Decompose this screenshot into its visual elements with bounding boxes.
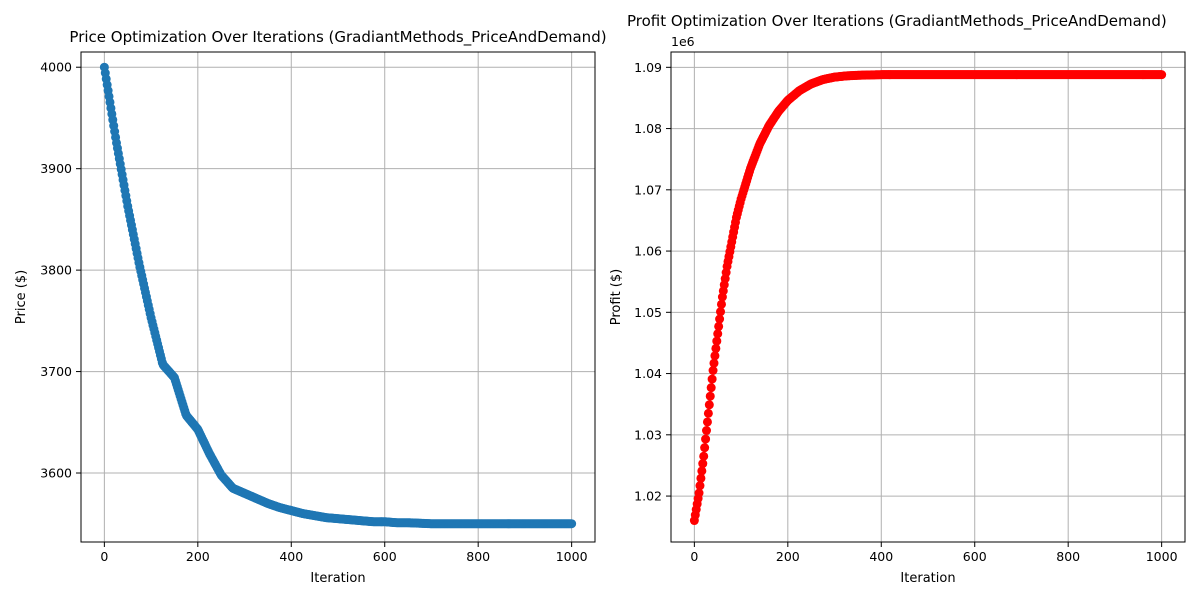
- profit-y-tick-label: 1.07: [634, 182, 662, 197]
- profit-x-tick-label: 600: [963, 549, 987, 564]
- price-x-tick-label: 800: [466, 549, 490, 564]
- profit-x-tick-label: 1000: [1146, 549, 1178, 564]
- price-y-tick-label: 3900: [40, 161, 72, 176]
- price-x-tick-label: 400: [279, 549, 303, 564]
- price-y-tick-label: 4000: [40, 60, 72, 75]
- profit-y-tick-label: 1.06: [634, 244, 662, 259]
- price-x-tick-label: 600: [373, 549, 397, 564]
- profit-data-point: [702, 417, 712, 427]
- profit-data-point: [706, 383, 716, 393]
- profit-y-tick-label: 1.09: [634, 60, 662, 75]
- profit-data-point: [713, 329, 723, 339]
- profit-data-point: [703, 408, 713, 418]
- price-x-tick-label: 200: [186, 549, 210, 564]
- profit-y-tick-label: 1.03: [634, 427, 662, 442]
- profit-x-tick-label: 800: [1056, 549, 1080, 564]
- profit-chart: 0 200 400 600 800 1000 1.021.031.041.051.061.…: [609, 12, 1186, 586]
- price-x-ticks: 0 200 400 600 800 1000: [100, 542, 588, 564]
- price-y-tick-label: 3600: [40, 466, 72, 481]
- profit-data-point: [709, 358, 719, 368]
- profit-data-point: [697, 466, 707, 476]
- profit-data-point: [700, 443, 710, 453]
- profit-data-point: [716, 299, 726, 309]
- profit-y-ticks: 1.02 1.03 1.04 1.05 1.06 1.07 1.08 1.09: [634, 60, 671, 504]
- profit-data-point: [704, 400, 714, 410]
- profit-y-tick-label: 1.04: [634, 366, 662, 381]
- price-y-ticks: 3600 3700 3800 3900 4000: [40, 60, 81, 481]
- profit-data-point: [708, 366, 718, 375]
- price-y-tick-label: 3800: [40, 263, 72, 278]
- profit-data-point: [711, 343, 721, 353]
- profit-data-point: [716, 307, 726, 317]
- profit-chart-title: Profit Optimization Over Iterations (Gra…: [627, 12, 1167, 31]
- price-plot-frame: [80, 51, 596, 543]
- price-chart: 0 200 400 600 800 1000 3600 3700 3800 3900 4000 P…: [14, 28, 607, 586]
- price-x-tick-label: 1000: [556, 549, 588, 564]
- profit-data-point: [710, 351, 720, 361]
- profit-x-ticks: 0 200 400 600 800 1000: [690, 542, 1178, 564]
- profit-data-point: [715, 314, 725, 324]
- price-chart-title: Price Optimization Over Iterations (Grad…: [69, 28, 606, 47]
- price-gridlines: [81, 52, 595, 542]
- profit-data-point: [714, 321, 724, 331]
- profit-plot-frame: [670, 51, 1186, 543]
- profit-data-point: [707, 374, 717, 384]
- profit-x-axis-label: Iteration: [900, 571, 955, 586]
- price-x-axis-label: Iteration: [310, 571, 365, 586]
- price-y-axis-label: Price ($): [14, 270, 29, 324]
- profit-data-point: [699, 451, 709, 461]
- profit-y-tick-label: 1.08: [634, 121, 662, 136]
- profit-markers: [689, 70, 1167, 526]
- profit-data-point: [1157, 70, 1167, 80]
- price-x-tick-label: 0: [100, 549, 108, 564]
- profit-y-axis-label: Profit ($): [609, 269, 624, 325]
- profit-data-point: [701, 434, 711, 444]
- profit-data-point: [696, 473, 706, 483]
- profit-data-point: [702, 426, 712, 436]
- profit-x-tick-label: 200: [776, 549, 800, 564]
- profit-y-tick-label: 1.05: [634, 305, 662, 320]
- price-data-point: [567, 519, 577, 529]
- price-markers: [99, 62, 577, 529]
- profit-x-tick-label: 0: [690, 549, 698, 564]
- profit-data-point: [705, 391, 715, 401]
- profit-data-point: [712, 336, 722, 346]
- price-y-tick-label: 3700: [40, 364, 72, 379]
- profit-x-tick-label: 400: [869, 549, 893, 564]
- profit-data-point: [695, 481, 705, 491]
- profit-gridlines: [671, 52, 1185, 542]
- profit-y-tick-label: 1.02: [634, 489, 662, 504]
- profit-offset-text: 1e6: [671, 34, 695, 49]
- profit-data-point: [694, 488, 704, 498]
- profit-data-point: [698, 459, 708, 469]
